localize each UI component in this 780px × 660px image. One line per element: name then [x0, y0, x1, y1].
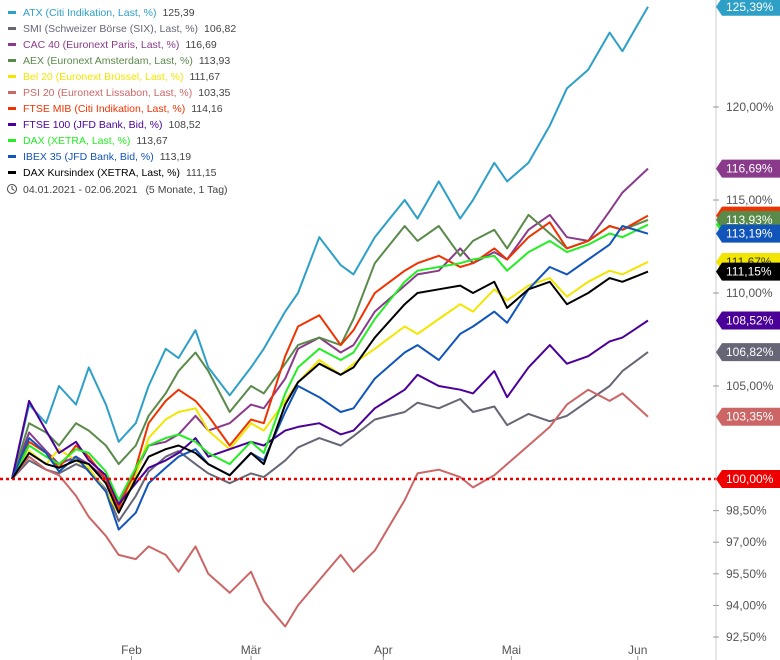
legend-label: CAC 40 (Euronext Paris, Last, %)	[23, 39, 179, 51]
series-line-6	[11, 214, 649, 510]
x-tick-label: Feb	[121, 643, 142, 657]
series-line-10	[11, 270, 649, 514]
legend-swatch	[8, 27, 16, 30]
y-tick-label: 94,00%	[726, 598, 767, 612]
value-tag-label: 106,82%	[726, 345, 774, 359]
legend-label: SMI (Schweizer Börse (SIX), Last, %)	[23, 23, 198, 35]
y-tick-label: 120,00%	[726, 100, 774, 114]
clock-icon	[7, 184, 17, 194]
value-tag-label: 103,35%	[726, 410, 774, 424]
legend-swatch	[8, 59, 16, 62]
legend-value: 106,82	[204, 23, 236, 35]
legend-label: ATX (Citi Indikation, Last, %)	[23, 7, 156, 19]
series-line-5	[11, 388, 649, 628]
legend-swatch	[8, 75, 16, 78]
y-tick-label: 105,00%	[726, 379, 774, 393]
series-line-7	[11, 319, 649, 506]
value-tag-label: 113,19%	[726, 227, 773, 241]
legend-label: DAX (XETRA, Last, %)	[23, 135, 130, 147]
chart-axes: 92,50% 94,00% 95,50% 97,00% 98,50% 105,00% 110…	[121, 0, 774, 660]
legend-value: 114,16	[191, 103, 222, 115]
legend-swatch	[8, 43, 16, 46]
legend-swatch	[8, 107, 16, 110]
x-tick-label: Mär	[241, 643, 262, 657]
legend-label: IBEX 35 (JFD Bank, Bid, %)	[23, 151, 154, 163]
legend-label: Bel 20 (Euronext Brüssel, Last, %)	[23, 71, 184, 83]
value-tag-10: 111,15%	[716, 262, 780, 281]
legend-swatch	[8, 139, 16, 142]
series-line-8	[11, 223, 649, 502]
value-tag-3: 113,93%	[716, 210, 780, 229]
series-line-1	[11, 351, 649, 523]
legend-value: 113,67	[136, 135, 167, 147]
x-tick-label: Jun	[628, 643, 647, 657]
legend-value: 113,93	[199, 55, 230, 67]
value-tag-label: 113,93%	[726, 213, 773, 227]
legend-label: FTSE MIB (Citi Indikation, Last, %)	[23, 103, 185, 115]
value-tag-label: 111,15%	[726, 265, 772, 279]
y-tick-label: 115,00%	[726, 193, 773, 207]
baseline-tag: 100,00%	[716, 470, 780, 488]
legend-value: 116,69	[185, 39, 216, 51]
series-line-3	[11, 213, 649, 480]
value-tag-0: 125,39%	[716, 0, 780, 16]
chart-legend: ATX (Citi Indikation, Last, %) 125,39 SMI …	[7, 7, 236, 196]
legend-value: 103,35	[198, 87, 230, 99]
legend-label: DAX Kursindex (XETRA, Last, %)	[23, 167, 180, 179]
legend-value: 125,39	[162, 7, 194, 19]
legend-value: 113,19	[160, 151, 191, 163]
x-tick-label: Apr	[374, 643, 393, 657]
value-tag-1: 106,82%	[716, 343, 780, 362]
legend-value: 111,67	[190, 71, 221, 83]
legend-value: 108,52	[168, 119, 200, 131]
legend-swatch	[8, 91, 16, 94]
legend-label: FTSE 100 (JFD Bank, Bid, %)	[23, 119, 162, 131]
value-tags: 111,67%114,16%113,67%113,93%113,19%111,1…	[716, 0, 780, 488]
y-tick-label: 98,50%	[726, 504, 767, 518]
series-line-0	[11, 6, 649, 480]
chart-series	[0, 6, 716, 628]
y-tick-label: 97,00%	[726, 535, 767, 549]
legend-swatch	[8, 171, 16, 174]
value-tag-label: 125,39%	[726, 0, 774, 14]
x-tick-label: Mai	[502, 643, 521, 657]
date-period: (5 Monate, 1 Tag)	[145, 184, 227, 196]
value-tag-label: 100,00%	[726, 472, 774, 486]
value-tag-label: 108,52%	[726, 314, 774, 328]
legend-value: 111,15	[186, 167, 217, 179]
value-tag-9: 113,19%	[716, 224, 780, 243]
date-range: 04.01.2021 - 02.06.2021	[23, 184, 138, 196]
legend-label: PSI 20 (Euronext Lissabon, Last, %)	[23, 87, 192, 99]
legend-swatch	[8, 155, 16, 158]
value-tag-7: 108,52%	[716, 311, 780, 330]
value-tag-2: 116,69%	[716, 159, 780, 178]
series-line-2	[11, 167, 649, 506]
legend-label: AEX (Euronext Amsterdam, Last, %)	[23, 55, 193, 67]
y-tick-label: 95,50%	[726, 567, 767, 581]
y-tick-label: 92,50%	[726, 630, 767, 644]
legend-swatch	[8, 11, 16, 14]
y-tick-label: 110,00%	[726, 286, 773, 300]
value-tag-label: 116,69%	[726, 162, 773, 176]
value-tag-5: 103,35%	[716, 407, 780, 426]
legend-swatch	[8, 123, 16, 126]
